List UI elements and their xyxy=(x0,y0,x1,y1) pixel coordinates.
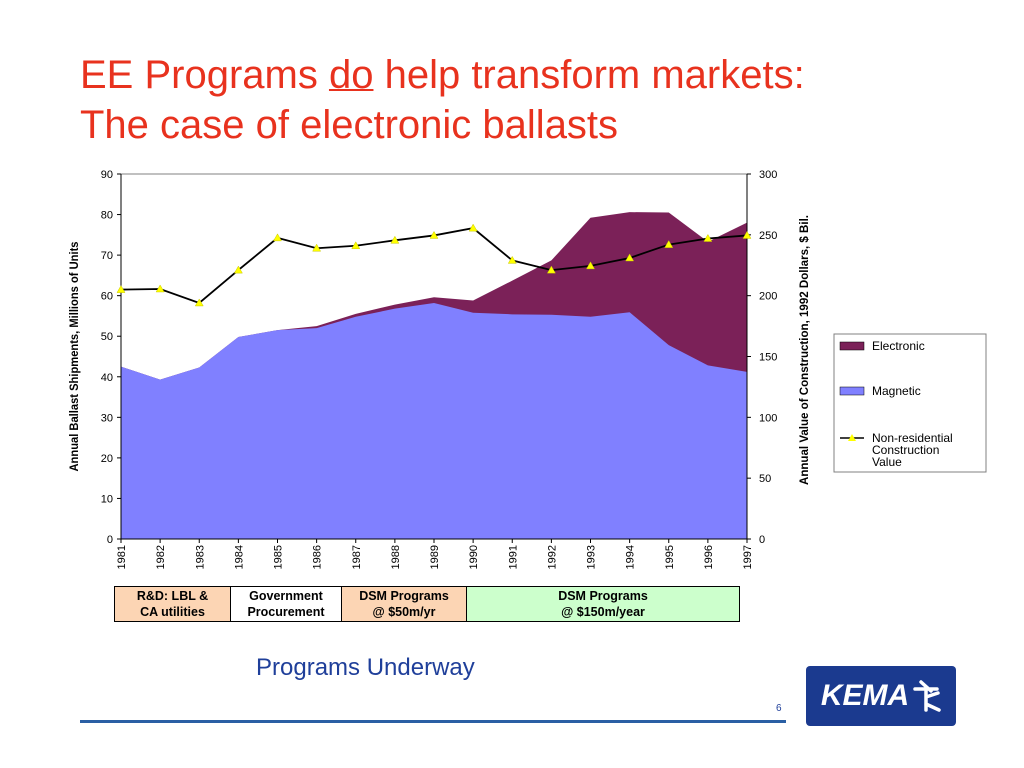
phase-label: CA utilities xyxy=(140,605,205,619)
title-emphasis: do xyxy=(328,53,374,97)
x-tick-label: 1992 xyxy=(546,545,558,569)
phase-cell-rd: R&D: LBL & CA utilities xyxy=(114,586,231,622)
y-axis-title: Annual Ballast Shipments, Millions of Un… xyxy=(67,241,81,471)
legend-swatch-electronic xyxy=(839,341,865,351)
construction-value-marker xyxy=(429,230,439,239)
x-tick-label: 1983 xyxy=(194,545,206,569)
title-line-1: EE Programs do help transform markets: xyxy=(80,50,805,100)
y2-tick-label: 0 xyxy=(759,534,765,546)
legend-label: Magnetic xyxy=(872,384,921,398)
phase-label: Procurement xyxy=(247,605,325,619)
legend-label: Electronic xyxy=(872,339,925,353)
x-tick-label: 1982 xyxy=(155,545,167,569)
y2-tick-label: 150 xyxy=(759,352,777,364)
legend-label: Construction xyxy=(872,443,939,457)
program-phases-table: R&D: LBL & CA utilities Government Procure… xyxy=(114,586,740,622)
y-tick-label: 0 xyxy=(107,534,113,546)
phase-cell-dsm-50: DSM Programs @ $50m/yr xyxy=(341,586,467,622)
title-text-start: EE Programs xyxy=(80,53,329,97)
construction-value-marker xyxy=(507,255,517,264)
programs-underway-caption: Programs Underway xyxy=(256,654,475,681)
kema-logo: KEMA xyxy=(806,666,956,726)
phase-label: R&D: LBL & xyxy=(136,589,209,603)
construction-value-marker xyxy=(664,240,674,248)
y-tick-label: 90 xyxy=(101,169,113,181)
y-tick-label: 20 xyxy=(101,453,113,465)
legend-marker-construction xyxy=(848,434,856,441)
phase-label: @ $150m/year xyxy=(561,605,645,619)
logo-text: KEMA xyxy=(820,679,910,712)
construction-value-marker xyxy=(742,230,752,239)
y-tick-label: 60 xyxy=(101,291,113,303)
construction-value-marker xyxy=(351,241,361,250)
construction-value-marker xyxy=(546,265,556,274)
y2-tick-label: 250 xyxy=(759,230,777,242)
construction-value-marker xyxy=(586,261,595,270)
x-tick-label: 1997 xyxy=(742,545,754,569)
phase-cell-procurement: Government Procurement xyxy=(230,586,342,622)
y-tick-label: 70 xyxy=(101,250,113,262)
legend-label: Value xyxy=(872,455,902,469)
phase-label: DSM Programs xyxy=(359,589,449,603)
construction-value-marker xyxy=(468,223,478,232)
phase-label: Government xyxy=(249,589,323,603)
x-tick-label: 1993 xyxy=(586,545,598,569)
y2-tick-label: 100 xyxy=(759,412,777,424)
x-tick-label: 1991 xyxy=(507,545,519,569)
construction-value-marker xyxy=(233,265,243,274)
legend-box xyxy=(833,333,987,473)
ballast-shipments-chart: 0 10 20 30 40 50 60 70 80 90 0 50 100 150 200 250 300 198… xyxy=(67,169,987,569)
x-tick-label: 1996 xyxy=(703,545,715,569)
footer-divider xyxy=(80,720,786,723)
construction-value-marker xyxy=(155,284,165,293)
construction-value-marker xyxy=(116,285,126,293)
construction-value-marker xyxy=(194,298,204,307)
construction-value-marker xyxy=(273,233,282,242)
x-tick-label: 1995 xyxy=(664,545,676,569)
legend-swatch-magnetic xyxy=(839,386,865,396)
y-tick-label: 10 xyxy=(101,493,113,505)
x-tick-label: 1985 xyxy=(273,545,285,569)
construction-value-marker xyxy=(625,253,635,262)
construction-value-marker xyxy=(703,233,713,242)
y2-tick-label: 200 xyxy=(759,291,777,303)
page-number: 6 xyxy=(776,703,782,714)
title-text-end: help transform markets: xyxy=(373,53,805,97)
x-tick-label: 1986 xyxy=(312,545,324,569)
phase-cell-dsm-150: DSM Programs @ $150m/year xyxy=(466,586,740,622)
y2-tick-label: 50 xyxy=(759,473,771,485)
y2-tick-label: 300 xyxy=(759,169,777,181)
slide-title: EE Programs do help transform markets: T… xyxy=(80,50,805,150)
x-tick-label: 1994 xyxy=(625,545,637,569)
y-tick-label: 40 xyxy=(101,372,113,384)
x-tick-label: 1981 xyxy=(116,545,128,569)
legend-label: Non-residential xyxy=(872,431,953,445)
kema-logo-mark-icon xyxy=(913,680,941,712)
x-tick-label: 1990 xyxy=(468,545,480,569)
y-tick-label: 80 xyxy=(101,210,113,222)
magnetic-area xyxy=(121,302,747,539)
y2-axis-title: Annual Value of Construction, 1992 Dolla… xyxy=(797,215,811,485)
y-tick-label: 30 xyxy=(101,412,113,424)
y-tick-label: 50 xyxy=(101,331,113,343)
x-tick-label: 1989 xyxy=(429,545,441,569)
phase-row: R&D: LBL & CA utilities Government Procure… xyxy=(114,586,740,622)
construction-value-marker xyxy=(312,243,322,252)
title-line-2: The case of electronic ballasts xyxy=(80,103,619,147)
x-tick-label: 1987 xyxy=(351,545,363,569)
construction-value-marker xyxy=(390,235,400,244)
x-tick-label: 1988 xyxy=(390,545,402,569)
phase-label: @ $50m/yr xyxy=(372,605,436,619)
phase-label: DSM Programs xyxy=(558,589,648,603)
x-tick-label: 1984 xyxy=(233,545,245,569)
